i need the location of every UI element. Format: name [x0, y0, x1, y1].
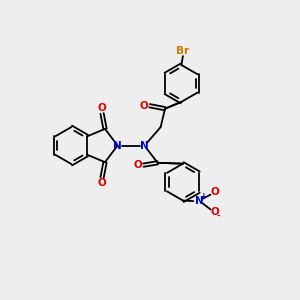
Text: O: O — [134, 160, 142, 170]
Text: +: + — [200, 193, 208, 202]
Text: Br: Br — [176, 46, 190, 56]
Text: N: N — [113, 140, 122, 151]
Text: N: N — [140, 140, 148, 151]
Text: O: O — [140, 101, 148, 111]
Text: O: O — [211, 207, 219, 218]
Text: O: O — [98, 103, 106, 113]
Text: N: N — [195, 196, 204, 206]
Text: O: O — [98, 178, 106, 188]
Text: -: - — [217, 212, 221, 220]
Text: O: O — [211, 187, 219, 196]
